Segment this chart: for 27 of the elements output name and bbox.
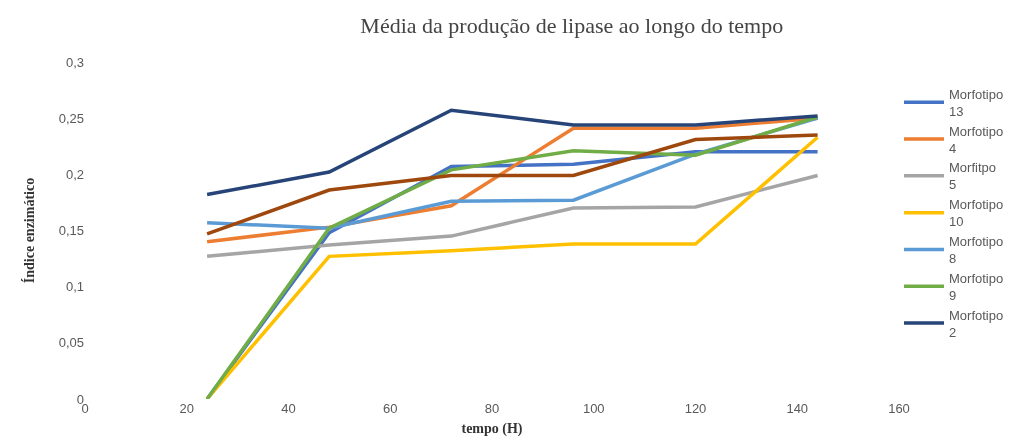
x-tick-label: 140	[786, 401, 809, 416]
legend-label: Morfotipo 10	[949, 197, 1004, 230]
x-tick-label: 40	[281, 401, 296, 416]
x-axis-title: tempo (H)	[461, 421, 523, 438]
legend-label: Morfotipo 4	[949, 123, 1004, 156]
chart-title: Média da produção de lipase ao longo do tempo	[360, 13, 784, 39]
legend-label: Morfotipo 9	[949, 270, 1004, 303]
x-tick-label: 100	[582, 401, 605, 416]
x-tick-label: 60	[383, 401, 398, 416]
y-axis-title: Índice enzimático	[21, 177, 38, 284]
y-tick-label: 0,1	[65, 279, 84, 295]
y-tick-label: 0,2	[65, 166, 84, 182]
x-tick-label: 120	[684, 401, 707, 416]
line-series	[205, 173, 820, 259]
legend-label: Morfitpo 5	[949, 160, 996, 193]
y-tick-label: 0,25	[58, 110, 84, 126]
legend-label: Morfotipo 2	[949, 307, 1004, 340]
y-tick-label: 0,3	[65, 54, 84, 70]
x-tick-label: 160	[888, 401, 910, 416]
line-series	[205, 108, 820, 197]
y-tick-label: 0,15	[58, 223, 84, 239]
x-tick-label: 80	[484, 401, 500, 416]
x-tick-label: 20	[179, 401, 194, 416]
legend-label: Morfotipo 13	[949, 86, 1004, 119]
y-tick-label: 0,05	[58, 335, 84, 351]
line-series	[205, 133, 820, 236]
legend-label: Morfotipo 8	[949, 234, 1004, 266]
